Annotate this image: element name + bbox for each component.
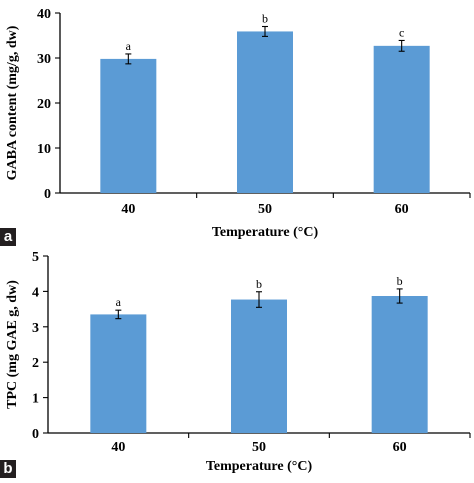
panel-a-bar-40 — [100, 58, 157, 194]
panel-b-x-tick-label-50: 50 — [252, 440, 266, 455]
panel-a-significance-letter-60: c — [399, 25, 404, 39]
panel-a-bar-50 — [237, 31, 293, 194]
panel-a-x-tick-label-50: 50 — [258, 202, 272, 217]
panel-b-y-tick-label-3: 3 — [32, 321, 39, 336]
panel-a-badge: a — [0, 228, 16, 246]
panel-b-x-axis-title: Temperature (°C) — [206, 459, 313, 474]
panel-a-y-tick-label-3: 30 — [37, 52, 51, 67]
panel-a-y-tick-label-4: 40 — [37, 7, 51, 22]
panel-b-x-tick-label-60: 60 — [393, 440, 407, 455]
panel-a-y-tick-label-2: 20 — [37, 97, 51, 112]
panel-b-chart: 0 1 2 3 4 5 a 40 b 50 b 60 Temperature (°C) TPC (mg G… — [5, 250, 471, 474]
panel-b-badge: b — [0, 460, 16, 478]
panel-a-y-tick-label-1: 10 — [37, 142, 51, 157]
panel-b-y-tick-label-2: 2 — [32, 356, 39, 371]
panel-a-significance-letter-40: a — [126, 39, 132, 53]
panel-a-chart: 0 10 20 30 40 a 40 b 50 c 60 Temperature (°C) GABA c… — [5, 7, 471, 240]
panel-a-x-tick-label-60: 60 — [395, 202, 409, 217]
panel-b-y-tick-label-5: 5 — [32, 250, 39, 265]
panel-a-y-tick-label-0: 0 — [44, 187, 51, 202]
panel-a-bar-60 — [373, 45, 430, 193]
panel-a-x-tick-label-40: 40 — [121, 202, 135, 217]
panel-b-significance-letter-40: a — [116, 295, 122, 309]
panel-b-y-tick-label-4: 4 — [32, 285, 39, 300]
panel-b-bar-40 — [90, 314, 147, 433]
panel-a-significance-letter-50: b — [262, 12, 268, 26]
panel-a-x-axis-title: Temperature (°C) — [212, 225, 319, 240]
panel-b-x-tick-label-40: 40 — [111, 440, 125, 455]
panel-b-bar-50 — [231, 299, 287, 433]
panel-b-y-tick-label-0: 0 — [32, 427, 39, 442]
panel-b-significance-letter-60: b — [397, 274, 403, 288]
panel-a-y-axis-title: GABA content (mg/g, dw) — [5, 25, 20, 180]
panel-b-y-tick-label-1: 1 — [32, 392, 39, 407]
panel-b-y-axis-title: TPC (mg GAE g, dw) — [5, 280, 20, 409]
panel-b-significance-letter-50: b — [256, 277, 262, 291]
panel-b-bar-60 — [371, 296, 428, 433]
